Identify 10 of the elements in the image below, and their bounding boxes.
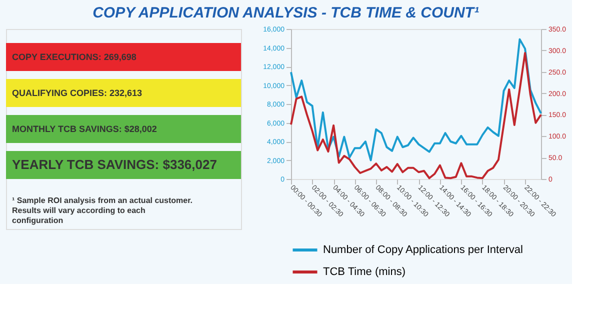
text: ¹ Sample ROI analysis from an actual customer. Results will vary according to each configuration — [12, 196, 193, 225]
text: YEARLY TCB SAVINGS: $336,027 — [12, 157, 217, 172]
chart-title: COPY APPLICATION ANALYSIS - TCB TIME & COUNT¹ — [92, 4, 479, 22]
legend-label: TCB Time (mins) — [323, 266, 406, 278]
text: COPY EXECUTIONS: 269,698 — [12, 52, 136, 62]
text: MONTHLY TCB SAVINGS: $28,002 — [12, 124, 157, 134]
line-series — [290, 52, 542, 180]
line-series — [290, 38, 542, 162]
legend-label: Number of Copy Applications per Interval — [323, 244, 523, 256]
text: QUALIFYING COPIES: 232,613 — [12, 88, 142, 98]
